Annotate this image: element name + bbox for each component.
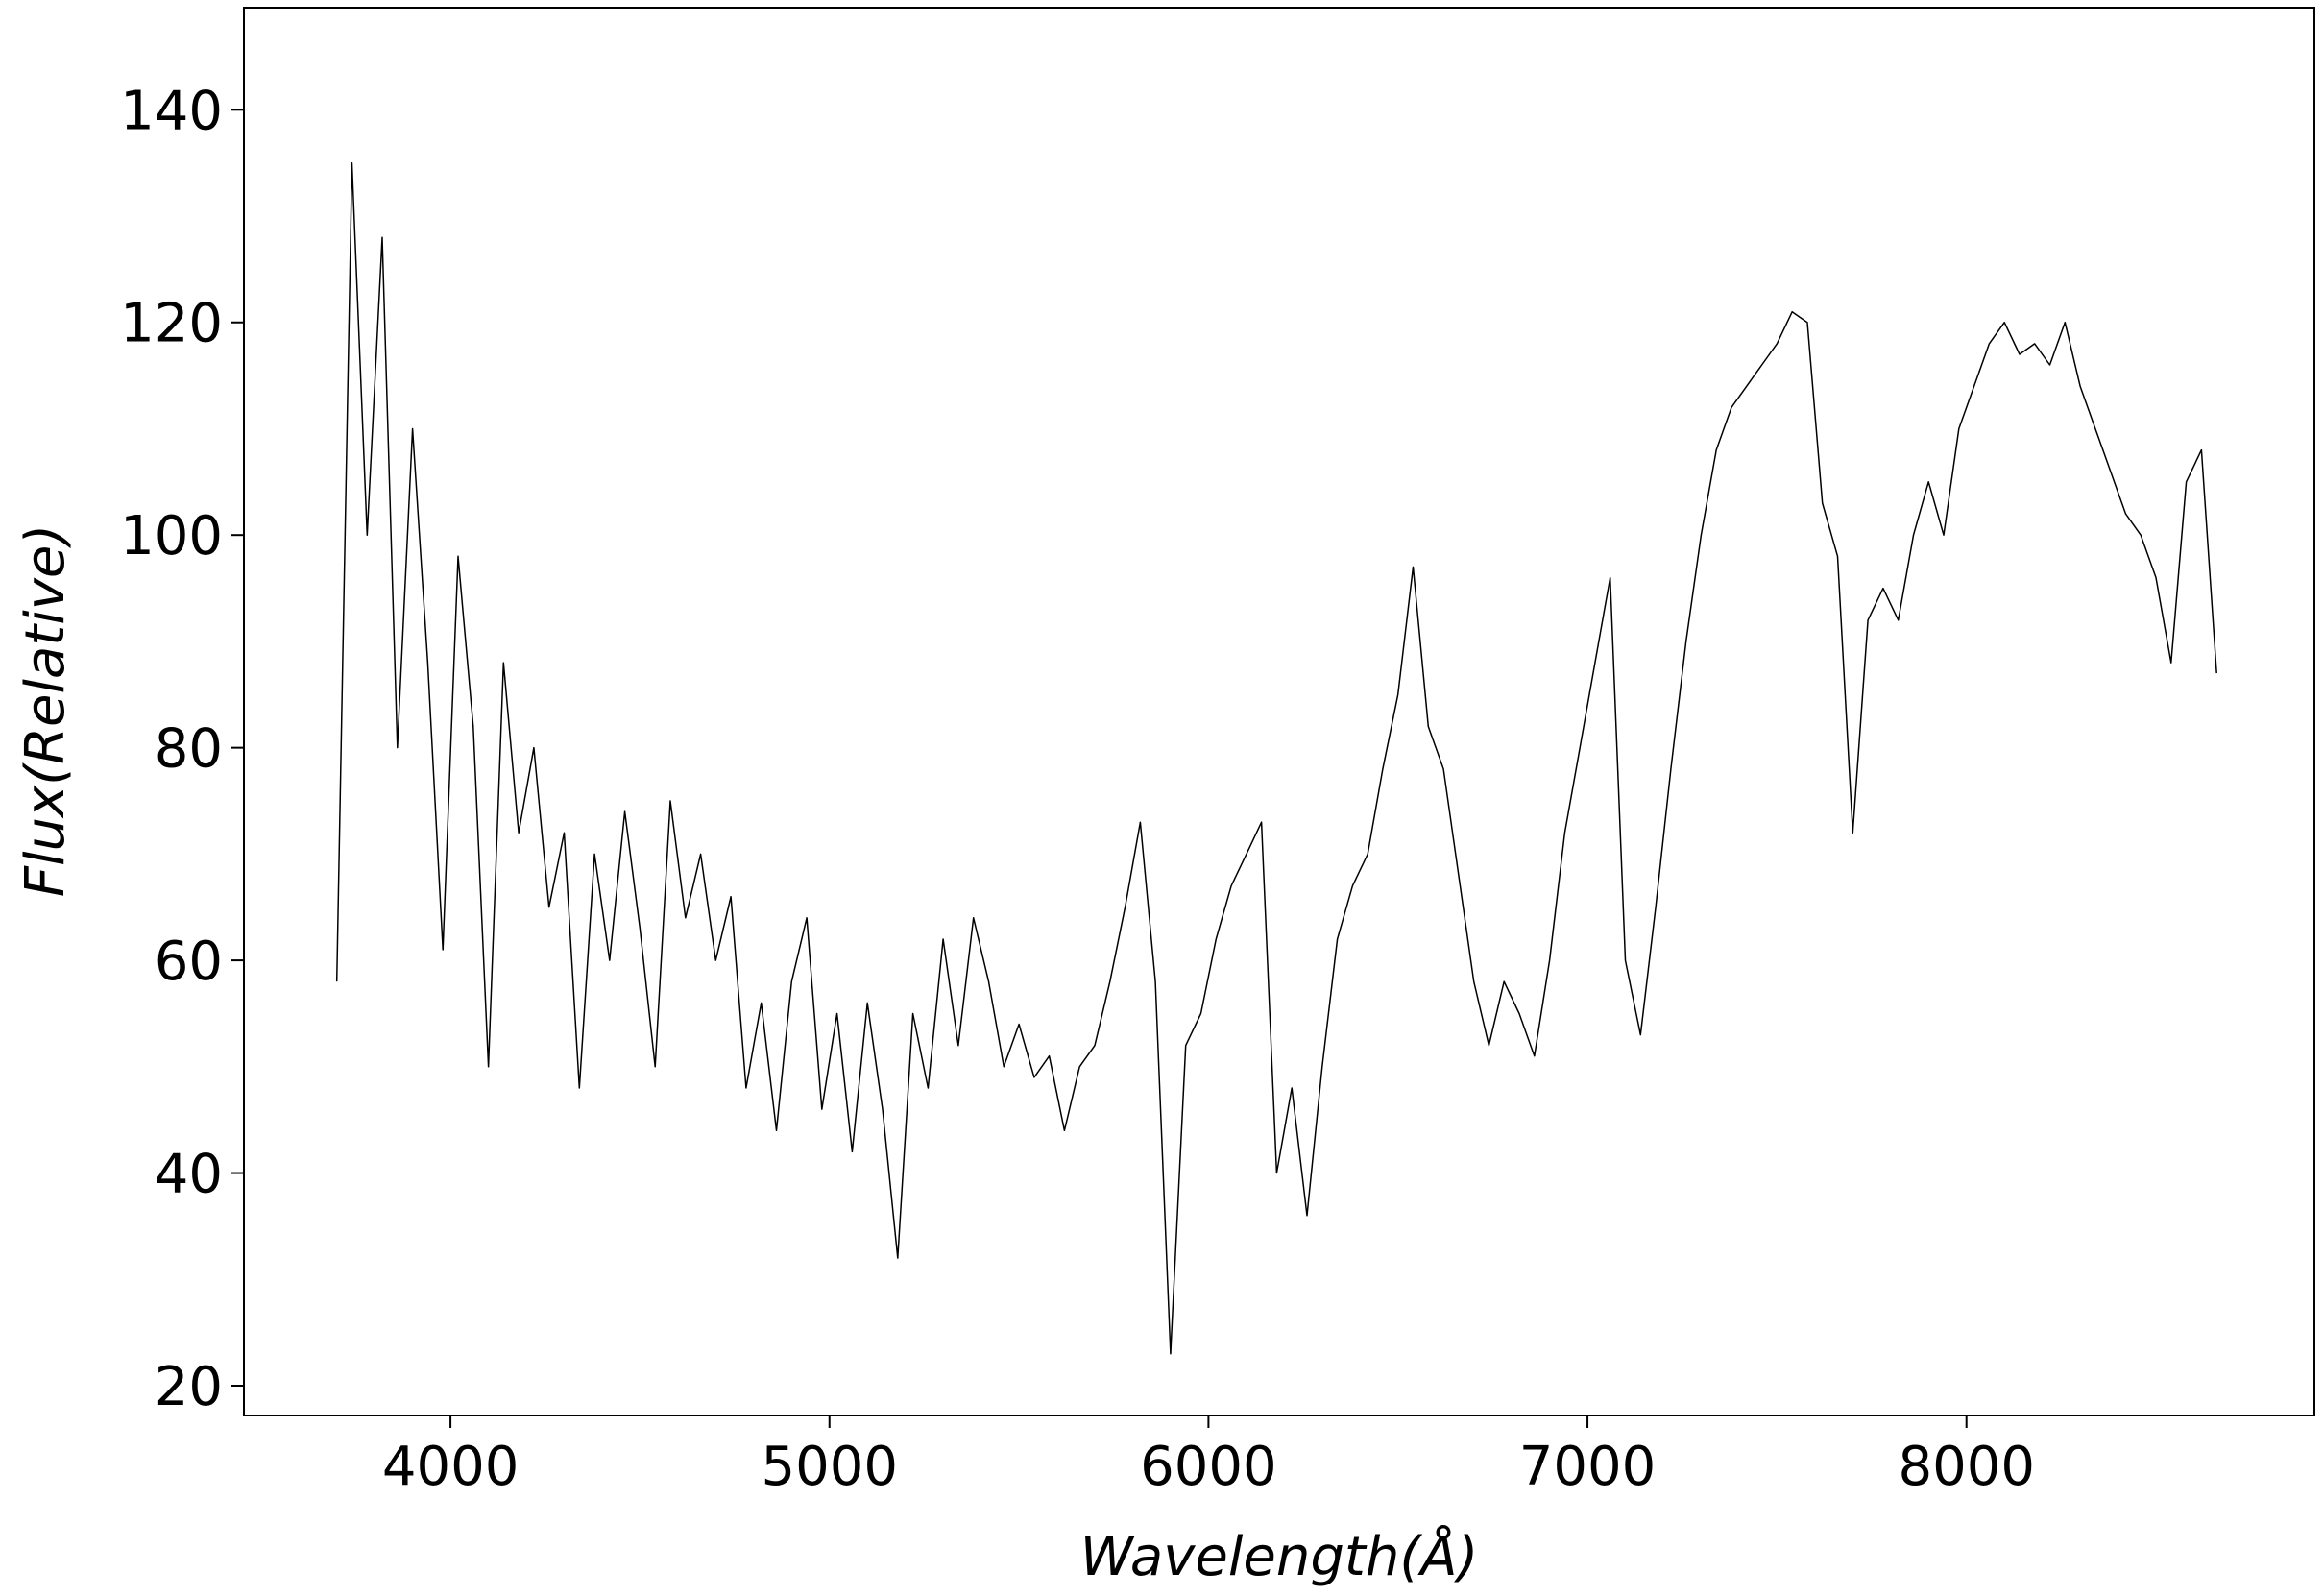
y-tick-label: 100 xyxy=(120,505,223,568)
x-tick-label: 4000 xyxy=(382,1436,520,1498)
y-tick-label: 60 xyxy=(155,931,223,993)
x-tick-label: 7000 xyxy=(1519,1436,1657,1498)
x-axis-label: Wavelength(Å) xyxy=(1080,1525,1479,1588)
x-tick-label: 8000 xyxy=(1898,1436,2035,1498)
y-tick-label: 80 xyxy=(155,718,223,781)
y-tick-label: 120 xyxy=(120,293,223,355)
spectrum-line xyxy=(335,161,2217,1355)
x-tick-label: 5000 xyxy=(761,1436,898,1498)
y-tick-label: 20 xyxy=(155,1356,223,1418)
y-tick-label: 40 xyxy=(155,1144,223,1206)
x-tick-label: 6000 xyxy=(1140,1436,1277,1498)
y-tick-label: 140 xyxy=(120,80,223,142)
y-axis-label: Flux(Relative) xyxy=(14,524,77,897)
plot-frame xyxy=(243,7,2315,1416)
